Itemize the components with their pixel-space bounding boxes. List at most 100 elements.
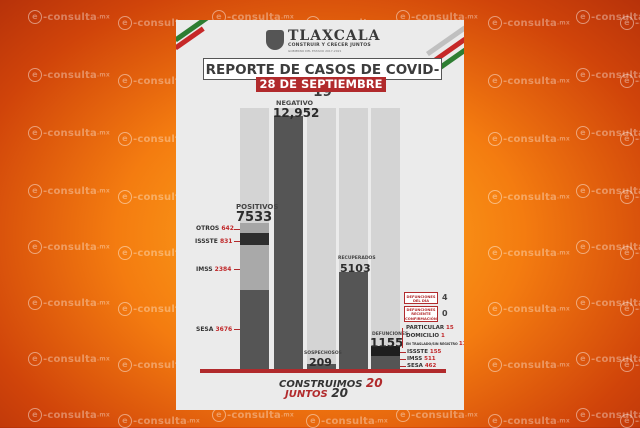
- watermark-logo: e-consulta.mx: [28, 296, 110, 310]
- watermark-logo: e-consulta.mx: [396, 408, 478, 422]
- watermark-brand: -consulta: [133, 18, 187, 29]
- recuperados-total: 5103: [340, 262, 371, 275]
- watermark-suffix: .mx: [280, 411, 294, 419]
- column-defunciones: [371, 108, 400, 370]
- watermark-e-icon: e: [576, 240, 590, 254]
- watermark-logo: e-consulta.mx: [212, 408, 294, 422]
- watermark-e-icon: e: [620, 16, 634, 30]
- watermark-logo: e-consulta.mx: [576, 240, 640, 254]
- watermark-brand: -consulta: [43, 298, 97, 309]
- watermark-e-icon: e: [118, 16, 132, 30]
- watermark-logo: e-consulta.mx: [620, 302, 640, 316]
- watermark-brand: -consulta: [227, 12, 281, 23]
- pointer-def-issste: [400, 352, 406, 353]
- watermark-suffix: .mx: [556, 361, 570, 369]
- watermark-suffix: .mx: [464, 411, 478, 419]
- watermark-logo: e-consulta.mx: [28, 126, 110, 140]
- pointer-otros: [234, 229, 240, 230]
- watermark-suffix: .mx: [96, 243, 110, 251]
- recuperados-label: RECUPERADOS: [338, 256, 376, 261]
- watermark-logo: e-consulta.mx: [576, 68, 640, 82]
- watermark-e-icon: e: [118, 246, 132, 260]
- watermark-brand: -consulta: [133, 76, 187, 87]
- watermark-brand: -consulta: [43, 410, 97, 421]
- logo-word: TLAXCALA: [288, 28, 381, 44]
- watermark-e-icon: e: [28, 10, 42, 24]
- bar-recuperados: [339, 272, 368, 370]
- watermark-e-icon: e: [118, 74, 132, 88]
- watermark-e-icon: e: [28, 126, 42, 140]
- reciente-confirmacion-box: DEFUNCIONES RECIENTE CONFIRMACIÓN: [404, 306, 438, 322]
- footer-line1: CONSTRUIMOS 20: [279, 376, 383, 390]
- watermark-logo: e-consulta.mx: [576, 184, 640, 198]
- watermark-e-icon: e: [620, 132, 634, 146]
- watermark-brand: -consulta: [133, 134, 187, 145]
- watermark-logo: e-consulta.mx: [306, 414, 388, 428]
- logo-sub: GOBIERNO DEL ESTADO 2017-2021: [288, 49, 342, 53]
- watermark-logo: e-consulta.mx: [620, 74, 640, 88]
- watermark-logo: e-consulta.mx: [488, 246, 570, 260]
- positivos-issste: ISSSTE 831: [195, 238, 233, 245]
- defunciones-sesa: SESA 462: [407, 363, 437, 369]
- watermark-suffix: .mx: [280, 13, 294, 21]
- watermark-brand: -consulta: [591, 70, 640, 81]
- watermark-logo: e-consulta.mx: [576, 352, 640, 366]
- bar-sospechosos: [307, 364, 336, 370]
- watermark-e-icon: e: [488, 302, 502, 316]
- bar-negativo: [274, 116, 303, 370]
- watermark-e-icon: e: [488, 16, 502, 30]
- chart-floor: [200, 369, 446, 373]
- watermark-brand: -consulta: [43, 186, 97, 197]
- watermark-e-icon: e: [620, 74, 634, 88]
- positivos-imss: IMSS 2384: [196, 266, 232, 273]
- watermark-suffix: .mx: [556, 135, 570, 143]
- bar-positivos-imss: [240, 245, 269, 290]
- watermark-brand: -consulta: [503, 416, 557, 427]
- watermark-e-icon: e: [576, 352, 590, 366]
- watermark-brand: -consulta: [43, 12, 97, 23]
- defunciones-total: 1155: [370, 336, 404, 350]
- watermark-logo: e-consulta.mx: [488, 302, 570, 316]
- watermark-brand: -consulta: [503, 248, 557, 259]
- positivos-label: POSITIVOS: [236, 203, 279, 211]
- positivos-sesa: SESA 3676: [196, 326, 233, 333]
- watermark-brand: -consulta: [591, 12, 640, 23]
- watermark-brand: -consulta: [321, 416, 375, 427]
- watermark-logo: e-consulta.mx: [488, 358, 570, 372]
- watermark-logo: e-consulta.mx: [576, 126, 640, 140]
- watermark-logo: e-consulta.mx: [28, 408, 110, 422]
- watermark-e-icon: e: [620, 358, 634, 372]
- watermark-e-icon: e: [28, 184, 42, 198]
- watermark-e-icon: e: [576, 126, 590, 140]
- watermark-e-icon: e: [488, 246, 502, 260]
- watermark-e-icon: e: [28, 240, 42, 254]
- watermark-suffix: .mx: [186, 417, 200, 425]
- watermark-brand: -consulta: [43, 70, 97, 81]
- watermark-suffix: .mx: [96, 13, 110, 21]
- watermark-suffix: .mx: [556, 77, 570, 85]
- watermark-logo: e-consulta.mx: [488, 74, 570, 88]
- watermark-brand: -consulta: [411, 12, 465, 23]
- watermark-brand: -consulta: [591, 128, 640, 139]
- watermark-logo: e-consulta.mx: [488, 132, 570, 146]
- tlaxcala-logo: TLAXCALA CONSTRUIR Y CRECER JUNTOS GOBIE…: [266, 28, 379, 53]
- watermark-brand: -consulta: [591, 410, 640, 421]
- watermark-suffix: .mx: [96, 71, 110, 79]
- watermark-suffix: .mx: [96, 187, 110, 195]
- watermark-logo: e-consulta.mx: [576, 10, 640, 24]
- watermark-suffix: .mx: [464, 13, 478, 21]
- sospechosos-label: SOSPECHOSOS: [304, 351, 342, 356]
- watermark-suffix: .mx: [556, 193, 570, 201]
- watermark-e-icon: e: [488, 358, 502, 372]
- state-emblem-icon: [266, 30, 284, 50]
- watermark-brand: -consulta: [133, 416, 187, 427]
- watermark-e-icon: e: [576, 10, 590, 24]
- watermark-brand: -consulta: [635, 360, 640, 371]
- pointer-def-imss: [400, 359, 406, 360]
- column-recuperados: [339, 108, 368, 370]
- watermark-brand: -consulta: [411, 410, 465, 421]
- watermark-e-icon: e: [488, 190, 502, 204]
- watermark-e-icon: e: [306, 414, 320, 428]
- column-sospechosos: [307, 108, 336, 370]
- watermark-e-icon: e: [620, 302, 634, 316]
